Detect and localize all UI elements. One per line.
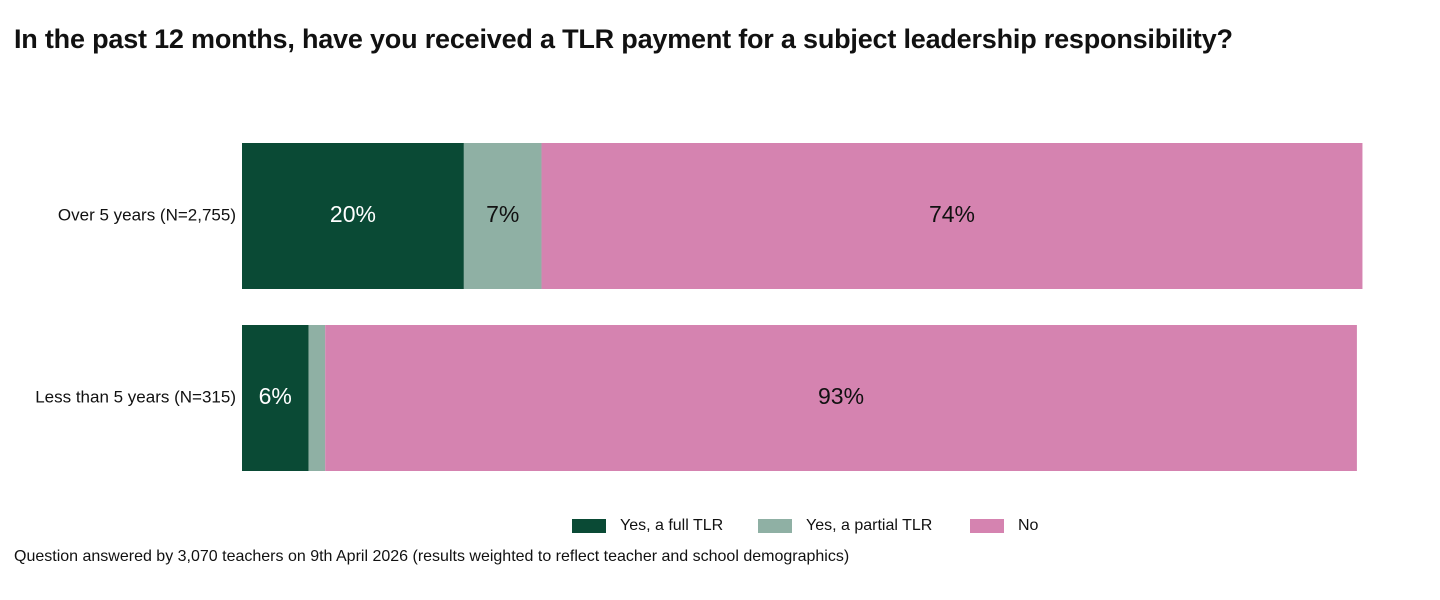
legend-label: Yes, a partial TLR [806, 517, 933, 534]
category-label: Less than 5 years (N=315) [35, 387, 236, 406]
data-label: 74% [929, 201, 975, 227]
legend-swatch [758, 519, 792, 533]
legend-label: No [1018, 517, 1039, 534]
data-label: 6% [259, 383, 292, 409]
category-label: Over 5 years (N=2,755) [58, 205, 236, 224]
bar-segment [541, 143, 1363, 289]
chart-title: In the past 12 months, have you received… [14, 24, 1233, 54]
bar-segment [308, 325, 326, 471]
bar-segment [242, 325, 309, 471]
legend-item: No [970, 517, 1038, 535]
legend: Yes, a full TLR Yes, a partial TLR No [0, 517, 1440, 539]
data-label: 7% [486, 201, 519, 227]
bar-segment [463, 143, 542, 289]
legend-swatch [572, 519, 606, 533]
data-label: 20% [330, 201, 376, 227]
data-label: 93% [818, 383, 864, 409]
bar-segment [325, 325, 1357, 471]
bar-segment [242, 143, 464, 289]
legend-swatch [970, 519, 1004, 533]
footnote: Question answered by 3,070 teachers on 9… [14, 548, 850, 565]
legend-item: Yes, a full TLR [572, 517, 723, 535]
stacked-bar-chart: Over 5 years (N=2,755) 20% 7% 74% Less than … [35, 143, 1363, 471]
legend-item: Yes, a partial TLR [758, 517, 932, 535]
legend-label: Yes, a full TLR [620, 517, 724, 534]
